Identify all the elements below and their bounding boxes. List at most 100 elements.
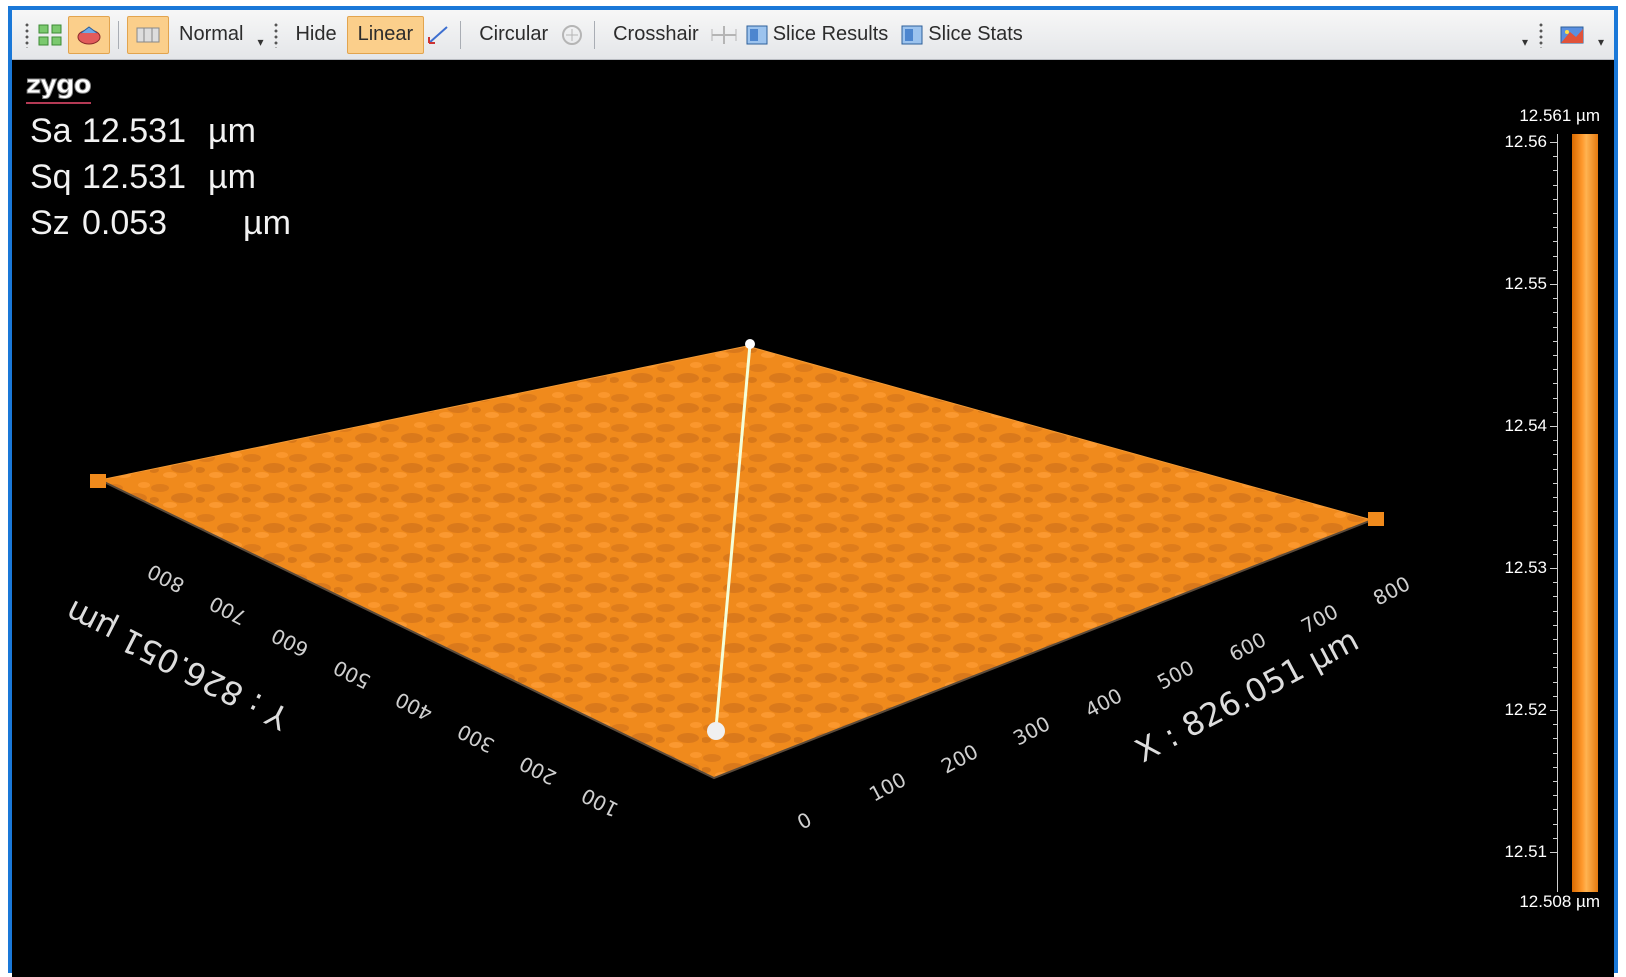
stat-sa: Sa 12.531 µm [30,108,291,154]
slice-results-icon[interactable] [743,21,771,49]
toolbar-overflow-icon[interactable]: ▾ [1521,34,1529,49]
scale-minor-tick [1553,227,1557,229]
scale-minor-tick [1553,667,1557,669]
scale-minor-tick [1553,241,1557,243]
scale-minor-tick [1553,326,1557,328]
crosshair-label: Crosshair [613,23,699,45]
x-tick-label: 500 [1153,655,1198,694]
slice-end-handle[interactable] [707,722,725,740]
scale-minor-tick [1553,170,1557,172]
color-scale-axis [1557,134,1558,892]
scale-minor-tick [1553,724,1557,726]
y-tick-label: 500 [329,655,374,694]
scale-minor-tick [1553,298,1557,300]
x-tick-label: 100 [865,767,910,806]
stat-sz: Sz 0.053 µm [30,200,291,246]
y-tick-label: 400 [391,687,436,726]
slice-start-handle[interactable] [745,339,755,349]
scale-minor-tick [1553,596,1557,598]
stat-unit: µm [208,112,256,150]
scale-minor-tick [1553,653,1557,655]
y-tick-label: 200 [515,751,560,790]
toolbar-grip[interactable] [24,21,30,48]
scale-tick-label: 12.56 [1504,132,1547,151]
scale-minor-tick [1553,497,1557,498]
stats-panel: Sa 12.531 µm Sq 12.531 µm Sz 0.053 µm [30,108,291,246]
grid-view-icon[interactable] [36,21,64,49]
scale-tick [1550,284,1558,285]
scale-minor-tick [1553,624,1557,626]
crosshair-button[interactable]: Crosshair [603,15,709,55]
scale-tick-label: 12.55 [1504,274,1547,293]
panel-icon[interactable] [127,15,169,54]
plot-base-edges [99,479,1373,780]
scale-minor-tick [1553,482,1557,484]
scale-min-label: 12.508 µm [1519,892,1600,911]
scale-minor-tick [1553,213,1557,214]
color-map-icon[interactable] [1558,21,1586,49]
scale-minor-tick [1553,440,1557,442]
stat-value: 12.531 [82,158,186,196]
scale-minor-tick [1553,781,1557,782]
circular-button[interactable]: Circular [469,15,558,55]
y-axis-label: Y : 826.051 µm [59,592,295,737]
slice-stats-label: Slice Stats [928,23,1023,45]
circular-label: Circular [479,23,549,45]
scale-minor-tick [1553,511,1557,513]
crosshair-icon[interactable] [709,21,737,49]
view-mode-select[interactable]: Normal [169,15,253,55]
scale-minor-tick [1553,269,1557,271]
scale-minor-tick [1553,582,1557,584]
stat-sq: Sq 12.531 µm [30,154,291,200]
line-slice-icon[interactable] [424,21,452,49]
scale-minor-tick [1553,468,1557,470]
slice-stats-button[interactable]: Slice Stats [926,15,1032,55]
toolbar-grip-2[interactable] [273,21,280,48]
toolbar-grip-3[interactable] [1538,21,1544,48]
view-mode-dropdown-icon[interactable]: ▾ [257,34,264,49]
color-map-dropdown-icon[interactable]: ▾ [1597,34,1605,49]
scale-minor-tick [1553,539,1557,541]
slice-results-button[interactable]: Slice Results [771,15,899,55]
slice-line[interactable] [714,343,752,729]
scale-minor-tick [1553,340,1557,342]
scale-minor-tick [1553,681,1557,683]
scale-minor-tick [1553,184,1557,186]
slice-stats-icon[interactable] [898,21,926,49]
stat-unit: µm [208,158,256,196]
stat-name: Sq [30,158,72,196]
scale-minor-tick [1553,823,1557,825]
app-window: Normal ▾ Hide Linear Circular Crosshair … [8,6,1618,977]
y-tick-label: 100 [577,783,622,822]
surface-plot[interactable]: 0 100 200 300 400 500 600 700 800 100 200 300 400 50… [12,60,1542,977]
scale-minor-tick [1553,454,1557,456]
x-tick-label: 800 [1369,571,1414,610]
scale-tick [1550,710,1558,711]
scale-tick-label: 12.52 [1504,700,1547,719]
hide-button[interactable]: Hide [285,15,346,55]
scale-minor-tick [1553,355,1557,356]
3d-view-icon[interactable] [68,15,110,54]
stat-value: 12.531 [82,112,186,150]
x-tick-label: 400 [1081,683,1126,722]
scale-tick-label: 12.54 [1504,416,1547,435]
scale-minor-tick [1553,766,1557,768]
3d-viewport[interactable]: zygo Sa 12.531 µm Sq 12.531 µm Sz 0.053 … [12,60,1614,977]
x-tick-label: 200 [937,739,982,778]
corner-handle-left[interactable] [90,474,106,488]
scale-minor-tick [1553,639,1557,640]
scale-minor-tick [1553,525,1557,527]
scale-minor-tick [1553,198,1557,200]
scale-minor-tick [1553,752,1557,754]
scale-tick [1550,426,1558,427]
hide-label: Hide [295,23,337,45]
corner-handle-right[interactable] [1368,512,1384,526]
y-tick-label: 600 [267,623,312,662]
scale-minor-tick [1553,837,1557,839]
scale-tick-label: 12.51 [1504,842,1547,861]
x-tick-label: 600 [1225,627,1270,666]
linear-button[interactable]: Linear [346,15,425,54]
stat-name: Sa [30,112,72,150]
circle-slice-icon[interactable] [558,21,586,49]
scale-tick [1550,568,1558,569]
